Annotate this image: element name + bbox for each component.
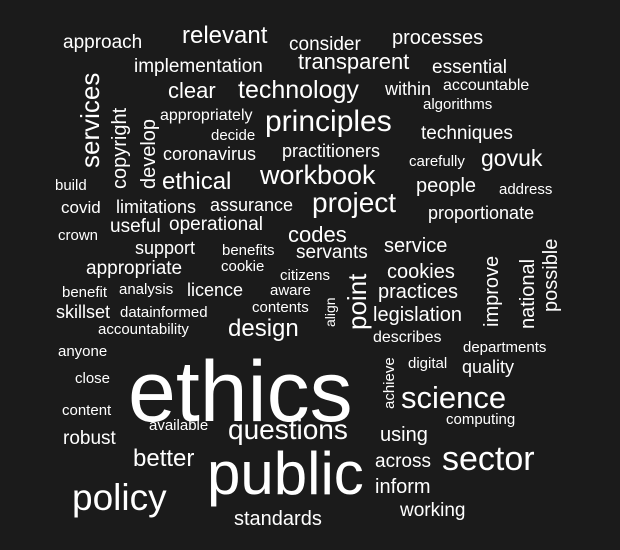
word-skillset: skillset xyxy=(56,302,111,322)
word-clear: clear xyxy=(168,78,216,103)
word-practices: practices xyxy=(378,281,459,303)
word-achieve: achieve xyxy=(381,357,398,409)
word-working: working xyxy=(400,500,466,521)
word-services: services xyxy=(75,72,105,168)
word-contents: contents xyxy=(252,299,309,316)
word-citizens: citizens xyxy=(280,267,331,284)
word-sector: sector xyxy=(442,440,535,478)
word-limitations: limitations xyxy=(116,197,197,217)
word-crown: crown xyxy=(58,227,99,244)
word-national: national xyxy=(517,258,539,329)
word-project: project xyxy=(312,187,397,218)
word-robust: robust xyxy=(63,428,116,449)
word-point: point xyxy=(342,273,372,330)
word-assurance: assurance xyxy=(210,195,294,215)
word-inform: inform xyxy=(375,476,431,498)
word-benefit: benefit xyxy=(62,284,108,301)
word-codes: codes xyxy=(288,222,347,247)
word-practitioners: practitioners xyxy=(282,141,381,161)
word-copyright: copyright xyxy=(109,107,131,189)
word-using: using xyxy=(380,424,428,446)
word-available: available xyxy=(149,417,209,434)
word-principles: principles xyxy=(265,105,392,138)
word-useful: useful xyxy=(110,216,161,237)
word-algorithms: algorithms xyxy=(423,96,493,113)
word-cookies: cookies xyxy=(387,261,455,283)
word-implementation: implementation xyxy=(134,56,263,77)
word-govuk: govuk xyxy=(481,145,543,171)
word-servants: servants xyxy=(296,242,368,263)
word-licence: licence xyxy=(187,280,244,300)
word-describes: describes xyxy=(373,329,442,346)
word-better: better xyxy=(133,445,195,472)
word-processes: processes xyxy=(392,27,484,49)
word-workbook: workbook xyxy=(260,160,376,190)
word-legislation: legislation xyxy=(373,304,462,326)
word-ethical: ethical xyxy=(162,168,232,195)
word-approach: approach xyxy=(63,32,143,53)
word-coronavirus: coronavirus xyxy=(163,144,257,164)
word-datainformed: datainformed xyxy=(120,304,208,321)
word-computing: computing xyxy=(446,411,516,428)
word-appropriate: appropriate xyxy=(86,258,183,279)
word-techniques: techniques xyxy=(421,123,513,144)
word-aware: aware xyxy=(270,282,311,299)
word-decide: decide xyxy=(211,127,256,144)
word-develop: develop xyxy=(138,118,160,189)
word-possible: possible xyxy=(540,238,562,312)
word-appropriately: appropriately xyxy=(160,107,253,124)
word-quality: quality xyxy=(462,357,515,377)
word-design: design xyxy=(228,315,299,342)
word-standards: standards xyxy=(234,508,322,530)
word-benefits: benefits xyxy=(222,242,275,259)
word-build: build xyxy=(55,177,87,194)
word-digital: digital xyxy=(408,355,448,372)
word-essential: essential xyxy=(432,57,507,78)
word-departments: departments xyxy=(463,339,547,356)
word-proportionate: proportionate xyxy=(428,203,535,223)
word-close: close xyxy=(75,370,111,387)
word-within: within xyxy=(385,79,432,99)
word-cookie: cookie xyxy=(221,258,265,275)
word-service: service xyxy=(384,235,448,257)
word-consider: consider xyxy=(289,34,361,55)
word-analysis: analysis xyxy=(119,281,174,298)
word-content: content xyxy=(62,402,112,419)
word-technology: technology xyxy=(238,76,359,104)
word-align: align xyxy=(322,297,338,327)
word-questions: questions xyxy=(228,414,348,445)
word-ethics: ethics xyxy=(128,344,353,440)
word-address: address xyxy=(499,181,553,198)
word-operational: operational xyxy=(169,214,264,235)
word-covid: covid xyxy=(61,198,101,217)
word-accountable: accountable xyxy=(443,77,530,94)
word-accountability: accountability xyxy=(98,321,189,338)
word-policy: policy xyxy=(72,477,167,518)
word-public: public xyxy=(207,440,364,507)
word-across: across xyxy=(375,451,431,472)
word-science: science xyxy=(401,380,507,415)
word-anyone: anyone xyxy=(58,343,108,360)
word-carefully: carefully xyxy=(409,153,465,170)
word-support: support xyxy=(135,238,196,258)
word-people: people xyxy=(416,175,477,197)
word-relevant: relevant xyxy=(182,22,268,49)
word-improve: improve xyxy=(481,255,503,327)
word-transparent: transparent xyxy=(298,49,410,74)
